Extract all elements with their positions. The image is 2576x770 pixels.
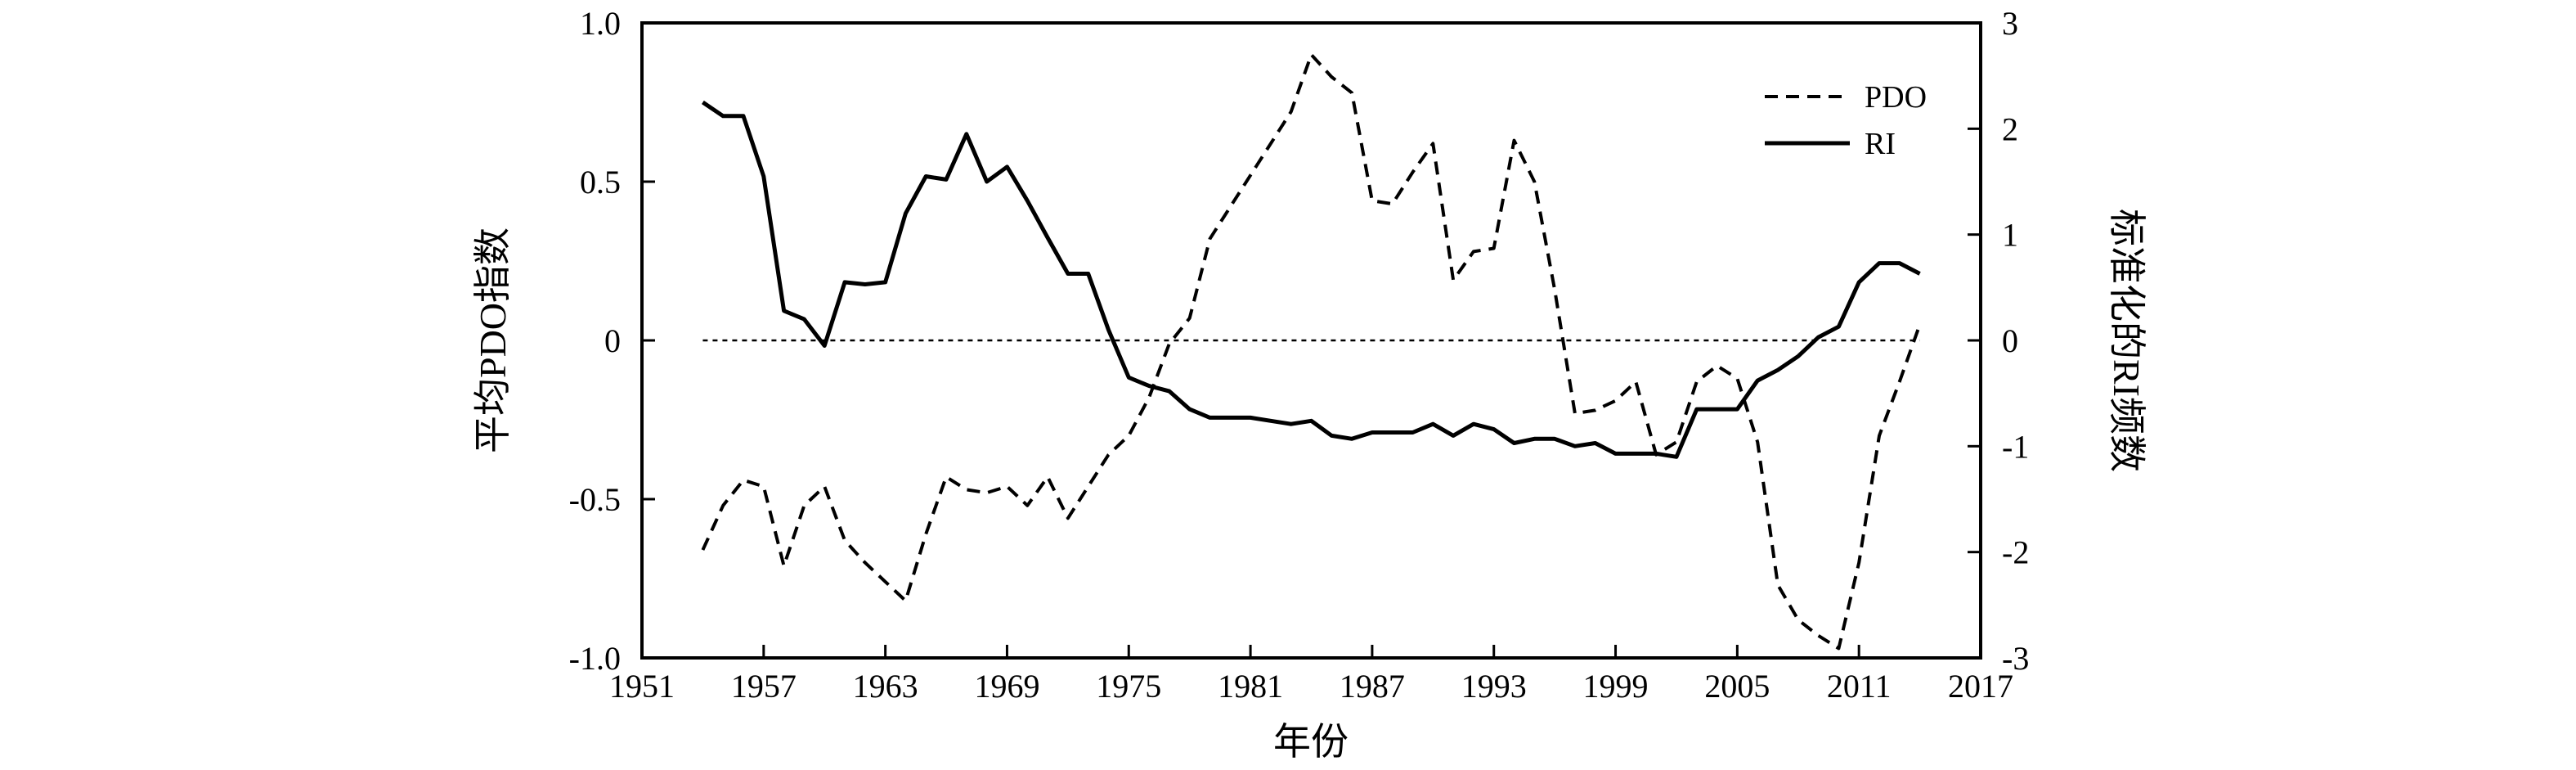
series-line-ri — [701, 100, 1921, 459]
left-y-tick-label: 0.5 — [580, 164, 621, 200]
series-layer — [701, 52, 1922, 651]
right-y-tick-label: 3 — [2002, 5, 2018, 42]
x-tick-label: 1993 — [1461, 668, 1527, 705]
x-axis-title: 年份 — [1273, 721, 1349, 763]
tick-labels-layer: 1951 1957 1963 1969 1975 1981 1987 1993 1999 2005… — [569, 5, 2030, 705]
right-y-tick-label: -2 — [2002, 534, 2029, 571]
x-tick-label: 1969 — [974, 668, 1039, 705]
left-y-tick-label: 0 — [604, 322, 621, 359]
x-tick-label: 2011 — [1827, 668, 1892, 705]
legend-ri-label: RI — [1865, 127, 1896, 161]
left-y-tick-label: -1.0 — [569, 640, 621, 677]
ticks-layer — [640, 21, 1982, 660]
x-tick-label: 2005 — [1704, 668, 1770, 705]
x-tick-label: 1963 — [853, 668, 918, 705]
left-y-tick-label: 1.0 — [580, 5, 621, 42]
right-y-tick-label: 1 — [2002, 217, 2018, 254]
right-y-axis-title: 标准化的RI频数 — [2106, 209, 2147, 472]
x-tick-label: 1999 — [1583, 668, 1649, 705]
x-tick-label: 1981 — [1218, 668, 1283, 705]
x-tick-label: 2017 — [1948, 668, 2013, 705]
series-line-pdo — [701, 52, 1922, 651]
x-tick-label: 1987 — [1340, 668, 1405, 705]
right-y-tick-label: 2 — [2002, 110, 2018, 147]
left-y-tick-label: -0.5 — [569, 481, 621, 518]
x-tick-label: 1957 — [731, 668, 797, 705]
right-y-tick-label: 0 — [2002, 322, 2018, 359]
right-y-tick-label: -1 — [2002, 428, 2029, 465]
left-y-axis-title: 平均PDO指数 — [472, 227, 514, 453]
x-tick-label: 1975 — [1096, 668, 1161, 705]
right-y-tick-label: -3 — [2002, 640, 2029, 677]
x-tick-label: 1951 — [609, 668, 675, 705]
legend: PDO RI — [1765, 80, 1927, 161]
legend-pdo-label: PDO — [1865, 80, 1927, 115]
